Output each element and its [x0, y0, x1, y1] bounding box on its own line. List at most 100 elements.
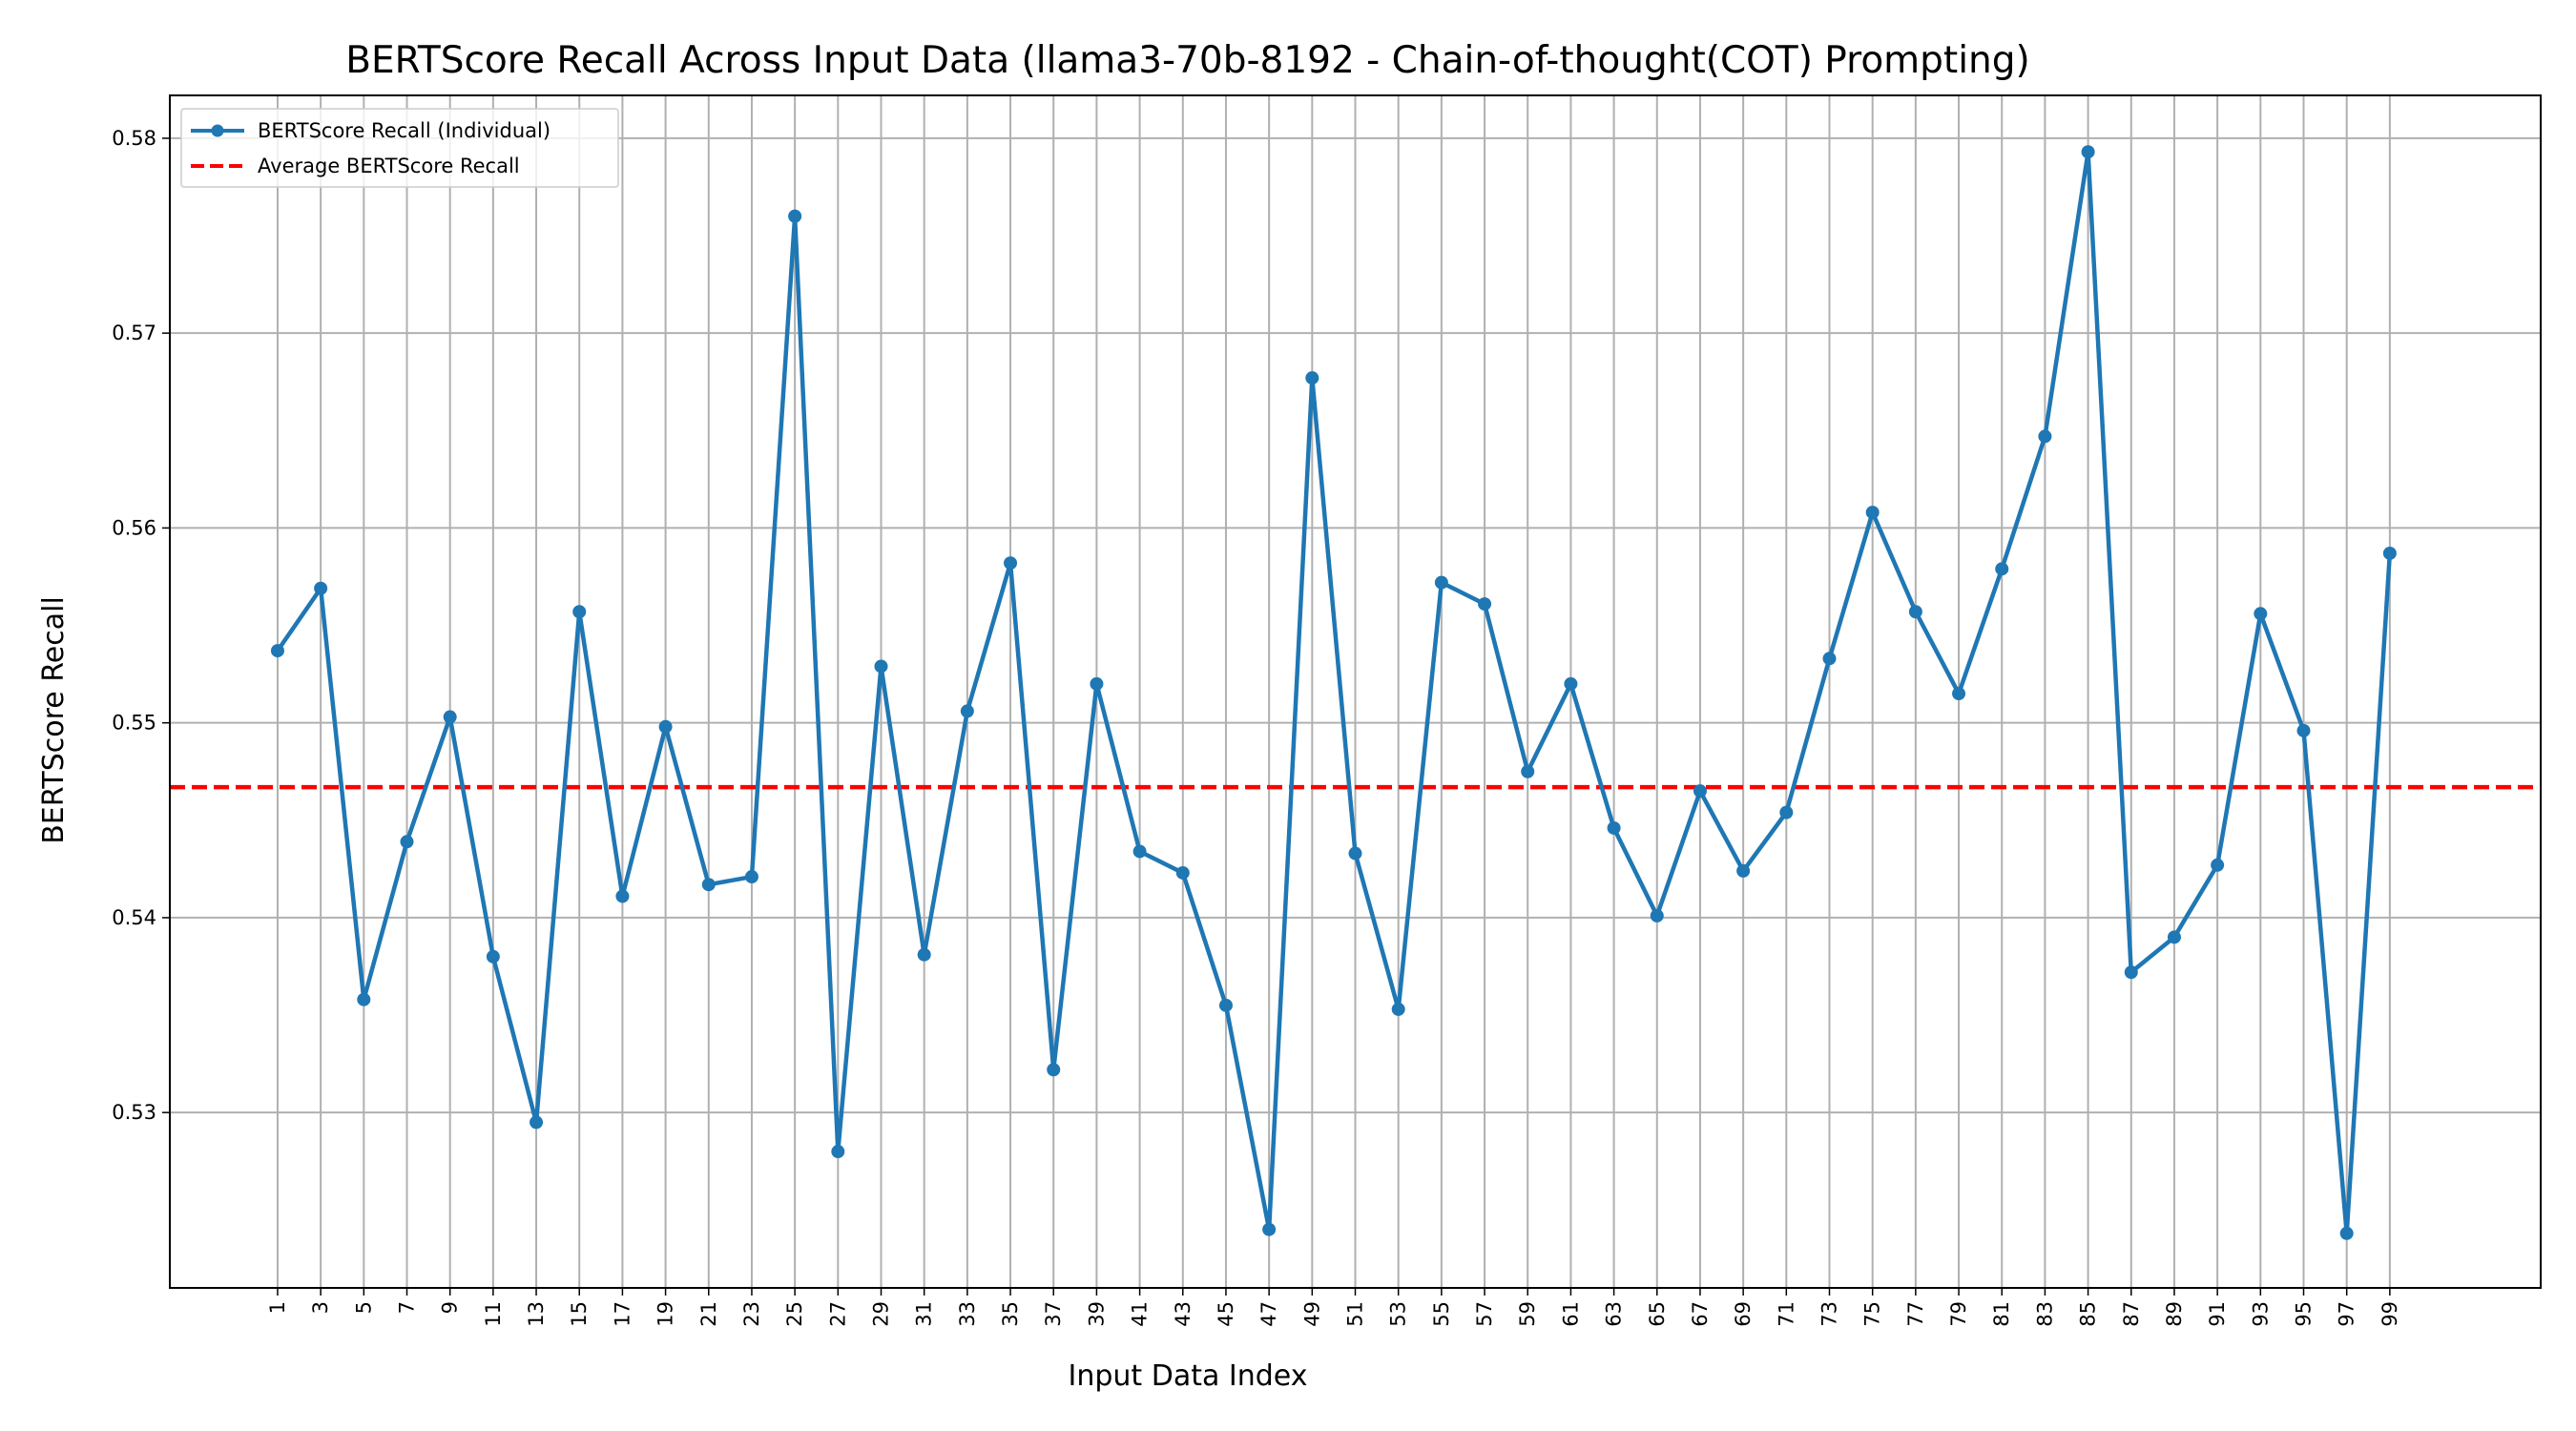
recall-data-point	[874, 659, 888, 674]
x-tick-label: 95	[2293, 1301, 2316, 1327]
y-tick-label: 0.56	[112, 516, 156, 539]
recall-data-point	[788, 209, 802, 223]
recall-data-point	[1047, 1063, 1061, 1077]
recall-data-point	[1779, 805, 1794, 819]
x-tick-label: 77	[1904, 1301, 1927, 1327]
x-tick-label: 79	[1947, 1301, 1970, 1327]
chart-title: BERTScore Recall Across Input Data (llam…	[345, 39, 2030, 82]
recall-data-point	[1132, 844, 1147, 859]
y-tick-label: 0.53	[112, 1101, 156, 1124]
y-axis-label: BERTScore Recall	[37, 596, 71, 844]
x-tick-label: 17	[611, 1301, 634, 1327]
x-tick-label: 75	[1861, 1301, 1884, 1327]
x-tick-label: 97	[2336, 1301, 2358, 1327]
recall-data-point	[1348, 846, 1362, 861]
recall-data-point	[917, 947, 931, 962]
recall-data-point	[744, 870, 758, 884]
x-tick-label: 37	[1042, 1301, 1065, 1327]
x-tick-label: 59	[1516, 1301, 1539, 1327]
recall-data-point	[1175, 865, 1190, 880]
x-tick-label: 63	[1603, 1301, 1626, 1327]
recall-data-point	[2124, 965, 2138, 980]
x-tick-label: 35	[999, 1301, 1022, 1327]
x-tick-label: 81	[1990, 1301, 2013, 1327]
recall-data-point	[1564, 676, 1578, 691]
recall-data-point	[1391, 1002, 1405, 1016]
recall-data-point	[400, 835, 414, 849]
x-tick-label: 39	[1085, 1301, 1108, 1327]
x-tick-label: 67	[1689, 1301, 1712, 1327]
x-tick-label: 53	[1387, 1301, 1410, 1327]
x-tick-label: 15	[568, 1301, 591, 1327]
y-axis-ticks: 0.53 0.54 0.55 0.56 0.57 0.58	[112, 127, 170, 1124]
x-tick-label: 65	[1646, 1301, 1669, 1327]
series-layer	[270, 145, 2397, 1240]
x-tick-label: 21	[697, 1301, 720, 1327]
recall-data-point	[314, 581, 328, 595]
recall-data-point	[1004, 556, 1018, 570]
x-tick-label: 9	[439, 1301, 462, 1314]
x-axis-label: Input Data Index	[1069, 1359, 1308, 1393]
x-axis-ticks: 1 3 5 7 9 11 13 15 17 19 21 23 25 27 29 31 33 35 37 39 41 43 4…	[266, 1288, 2401, 1327]
x-tick-label: 89	[2163, 1301, 2186, 1327]
x-tick-label: 11	[482, 1301, 505, 1327]
x-tick-label: 23	[740, 1301, 763, 1327]
x-tick-label: 5	[352, 1301, 375, 1314]
legend-marker-individual	[211, 124, 224, 137]
x-tick-label: 29	[870, 1301, 893, 1327]
recall-data-point	[1865, 506, 1880, 520]
y-tick-label: 0.58	[112, 127, 156, 150]
recall-data-point	[530, 1115, 544, 1130]
legend: BERTScore Recall (Individual) Average BE…	[180, 108, 619, 188]
x-tick-label: 3	[309, 1301, 332, 1314]
recall-data-point	[1262, 1222, 1277, 1236]
recall-data-point	[831, 1145, 845, 1159]
recall-data-point	[443, 710, 457, 724]
x-tick-label: 83	[2033, 1301, 2056, 1327]
x-tick-label: 45	[1215, 1301, 1237, 1327]
recall-data-point	[1090, 676, 1104, 691]
recall-data-point	[1693, 784, 1707, 798]
recall-data-point	[960, 704, 974, 718]
x-tick-label: 51	[1344, 1301, 1367, 1327]
recall-data-point	[1650, 908, 1664, 923]
recall-data-point	[1607, 820, 1621, 835]
recall-data-point	[2296, 723, 2311, 737]
x-tick-label: 57	[1473, 1301, 1496, 1327]
y-tick-label: 0.55	[112, 712, 156, 735]
x-tick-label: 19	[654, 1301, 677, 1327]
recall-data-point	[1478, 597, 1492, 612]
recall-data-point	[2038, 429, 2052, 444]
x-tick-label: 71	[1775, 1301, 1797, 1327]
recall-data-point	[2254, 607, 2268, 621]
recall-data-point	[357, 992, 371, 1006]
recall-data-point	[2339, 1226, 2354, 1240]
recall-data-point	[486, 949, 500, 964]
x-tick-label: 31	[913, 1301, 936, 1327]
x-tick-label: 25	[783, 1301, 806, 1327]
x-tick-label: 85	[2077, 1301, 2100, 1327]
recall-data-point	[1995, 562, 2009, 576]
recall-data-point	[2167, 930, 2181, 944]
legend-box	[180, 108, 619, 188]
x-tick-label: 69	[1732, 1301, 1755, 1327]
recall-data-point	[658, 719, 673, 734]
recall-series-line	[276, 149, 2393, 1236]
recall-data-point	[1822, 652, 1837, 666]
legend-label-individual: BERTScore Recall (Individual)	[258, 119, 551, 142]
y-tick-label: 0.54	[112, 906, 156, 929]
x-tick-label: 1	[266, 1301, 289, 1314]
recall-data-point	[1736, 863, 1751, 878]
recall-data-point	[1305, 371, 1319, 385]
recall-data-point	[615, 889, 630, 903]
x-tick-label: 55	[1430, 1301, 1453, 1327]
recall-data-point	[1521, 764, 1535, 778]
grid	[170, 95, 2541, 1288]
x-tick-label: 87	[2120, 1301, 2143, 1327]
x-tick-label: 7	[396, 1301, 419, 1314]
recall-data-point	[1908, 605, 1922, 619]
recall-data-point	[1218, 998, 1233, 1012]
recall-data-point	[1434, 575, 1448, 590]
